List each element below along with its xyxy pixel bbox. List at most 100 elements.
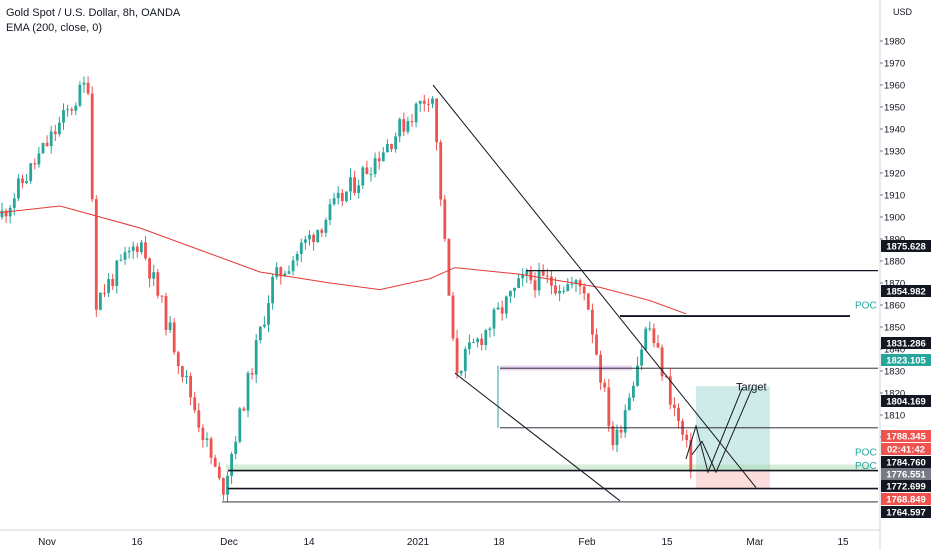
y-tick-label: 1820 bbox=[884, 389, 905, 400]
candle-body bbox=[29, 163, 33, 182]
candle-body bbox=[648, 328, 652, 330]
candle-body bbox=[283, 273, 287, 277]
y-tick-label: 1970 bbox=[884, 59, 905, 70]
x-tick-label: 15 bbox=[837, 537, 849, 548]
candle-body bbox=[246, 372, 250, 411]
candle-body bbox=[402, 119, 406, 132]
candle-body bbox=[533, 280, 537, 291]
y-tick-label: 1930 bbox=[884, 147, 905, 158]
price-label-text: 1804.169 bbox=[886, 397, 926, 408]
x-tick-label: 15 bbox=[661, 537, 673, 548]
price-label-text: 1784.760 bbox=[886, 458, 926, 469]
candle-body bbox=[591, 309, 594, 335]
candle-body bbox=[422, 100, 426, 104]
candle-body bbox=[140, 242, 143, 252]
candle-body bbox=[431, 98, 434, 104]
candle-body bbox=[148, 258, 151, 279]
candle-body bbox=[349, 177, 352, 192]
candle-body bbox=[197, 410, 201, 428]
candle-body bbox=[304, 239, 307, 243]
x-tick-label: Nov bbox=[38, 537, 56, 548]
candle-body bbox=[103, 292, 106, 294]
candle-body bbox=[603, 382, 607, 388]
price-label-text: 02:41:42 bbox=[887, 445, 925, 456]
candle-body bbox=[287, 271, 291, 274]
candle-body bbox=[353, 177, 356, 193]
candle-body bbox=[222, 478, 225, 495]
candle-body bbox=[66, 109, 69, 111]
x-tick-label: Dec bbox=[220, 537, 238, 548]
candle-body bbox=[455, 338, 459, 374]
candle-body bbox=[398, 119, 402, 137]
candle-body bbox=[627, 397, 631, 411]
y-tick-label: 1920 bbox=[884, 169, 905, 180]
candle-body bbox=[107, 279, 110, 293]
price-label-text: 1875.628 bbox=[886, 242, 926, 253]
candle-body bbox=[381, 152, 385, 162]
candle-body bbox=[521, 274, 525, 279]
candle-body bbox=[496, 307, 500, 310]
candle-body bbox=[451, 295, 455, 339]
candle-body bbox=[234, 441, 238, 454]
price-label-text: 1831.286 bbox=[886, 339, 926, 350]
candle-body bbox=[17, 178, 20, 199]
price-label-box bbox=[881, 506, 931, 518]
x-tick-label: Feb bbox=[578, 537, 596, 548]
candle-body bbox=[586, 293, 590, 310]
candle-body bbox=[500, 307, 504, 314]
candle-body bbox=[595, 334, 598, 355]
candle-body bbox=[189, 375, 192, 398]
candle-body bbox=[668, 376, 672, 405]
candle-body bbox=[484, 330, 488, 345]
candle-body bbox=[156, 272, 160, 296]
candle-body bbox=[41, 142, 45, 154]
candle-body bbox=[345, 191, 348, 202]
candle-body bbox=[357, 185, 361, 193]
poc-label: POC bbox=[855, 461, 877, 472]
candle-body bbox=[685, 434, 689, 441]
candle-body bbox=[90, 93, 94, 200]
currency-label: USD bbox=[893, 7, 913, 17]
candle-body bbox=[570, 283, 574, 285]
candle-body bbox=[99, 292, 102, 310]
candle-body bbox=[558, 290, 561, 294]
candle-body bbox=[8, 207, 12, 217]
candle-body bbox=[660, 347, 664, 377]
wedge-lower-line bbox=[454, 372, 621, 502]
candle-body bbox=[230, 453, 233, 476]
candle-body bbox=[406, 121, 410, 132]
candle-body bbox=[279, 267, 283, 277]
candle-body bbox=[394, 136, 397, 150]
projected-path-a bbox=[685, 388, 743, 474]
candle-body bbox=[271, 276, 274, 304]
candle-body bbox=[324, 220, 328, 233]
price-label-text: 1768.849 bbox=[886, 495, 926, 506]
candle-body bbox=[176, 352, 180, 367]
candle-body bbox=[115, 260, 119, 287]
candle-body bbox=[607, 387, 611, 427]
candle-body bbox=[209, 438, 213, 458]
chart-legend: Gold Spot / U.S. Dollar, 8h, OANDA EMA (… bbox=[6, 6, 180, 36]
candle-body bbox=[443, 199, 447, 239]
candle-body bbox=[308, 234, 311, 240]
candle-body bbox=[488, 328, 492, 331]
price-label-box bbox=[881, 285, 931, 297]
candle-body bbox=[4, 210, 8, 217]
candle-body bbox=[566, 284, 570, 291]
candle-body bbox=[652, 328, 656, 344]
y-tick-label: 1830 bbox=[884, 367, 905, 378]
price-label-text: 1764.597 bbox=[886, 508, 926, 519]
candle-body bbox=[226, 475, 229, 495]
candle-body bbox=[299, 242, 303, 254]
candle-body bbox=[656, 343, 660, 348]
candle-body bbox=[172, 322, 176, 353]
candle-body bbox=[267, 303, 270, 325]
candle-body bbox=[135, 246, 139, 252]
candle-body bbox=[365, 167, 369, 175]
candle-body bbox=[541, 269, 545, 276]
candle-body bbox=[123, 252, 127, 260]
candle-body bbox=[78, 84, 82, 106]
poc-label: POC bbox=[855, 448, 877, 459]
candle-body bbox=[615, 429, 619, 446]
